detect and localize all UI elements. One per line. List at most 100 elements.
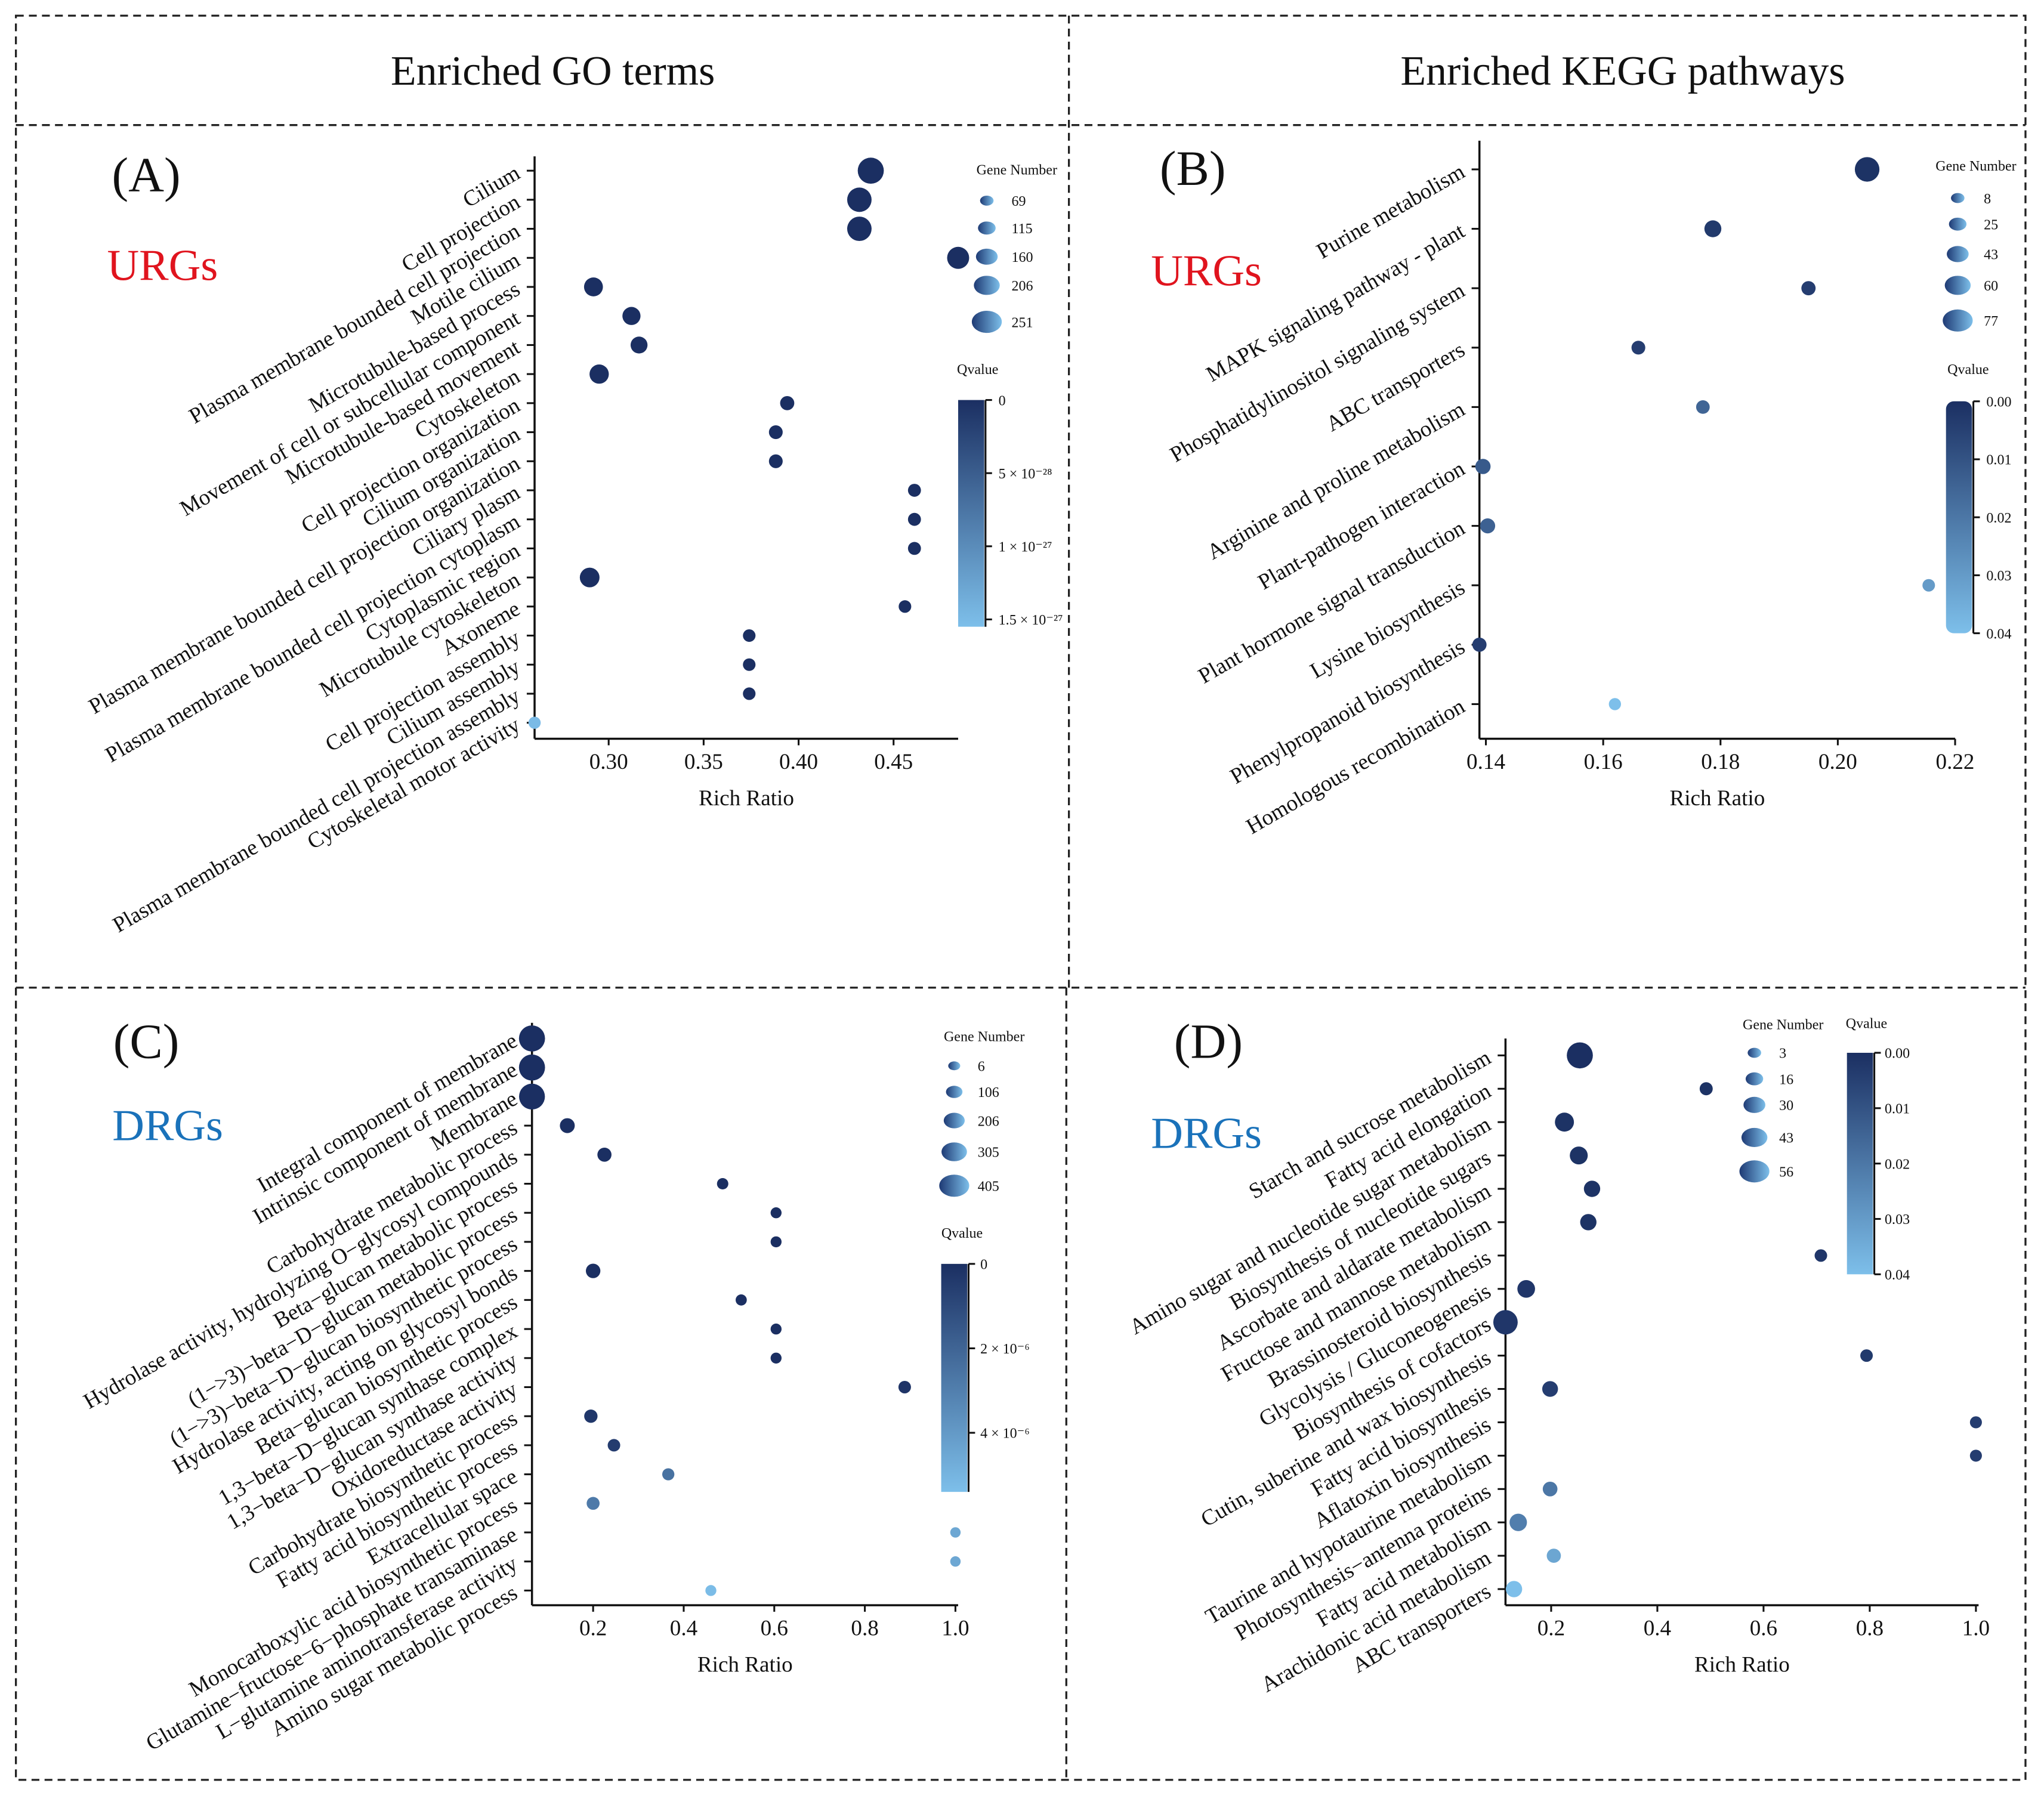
data-point [1704,220,1722,237]
size-legend-label: 43 [1984,248,1998,263]
gene-group-label: URGs [1151,246,1262,295]
kegg-column-title: Enriched KEGG pathways [1400,48,1845,94]
data-point [1480,518,1496,534]
data-point [717,1177,728,1190]
data-point [1555,1112,1574,1132]
data-point [907,484,921,497]
x-tick-label: 0.45 [874,750,913,774]
data-point [1814,1249,1827,1262]
size-legend-label: 56 [1779,1164,1793,1180]
x-axis-title: Rich Ratio [697,1653,793,1677]
data-point [1546,1548,1561,1563]
data-point [1699,1082,1713,1096]
size-legend-label: 77 [1984,314,1998,329]
data-point [518,1025,545,1052]
data-point [857,157,884,184]
x-tick-label: 0.16 [1584,750,1623,774]
data-point [586,1497,600,1510]
size-legend-circle [1951,193,1965,203]
size-legend-circle [1739,1160,1770,1183]
x-tick-label: 1.0 [941,1616,969,1640]
qvalue-colorbar [1946,401,1972,633]
data-point [1505,1581,1523,1597]
color-legend-title: Qvalue [1846,1016,1887,1031]
x-tick-label: 1.0 [1962,1616,1990,1640]
size-legend-circle [946,1086,963,1098]
x-axis-title: Rich Ratio [699,786,794,811]
data-point [1517,1279,1535,1298]
x-tick-label: 0.2 [1537,1616,1565,1640]
size-legend-label: 69 [1012,194,1026,209]
data-point [1475,459,1491,474]
size-legend-circle [980,196,994,206]
colorbar-tick-label: 2 × 10⁻⁶ [980,1342,1030,1357]
data-point [662,1468,675,1480]
gene-group-label: URGs [107,242,218,290]
data-point [770,1207,782,1219]
size-legend-label: 160 [1012,250,1033,265]
size-legend-label: 16 [1779,1072,1793,1087]
data-point [743,658,756,671]
size-legend-circle [1943,309,1973,332]
x-tick-label: 0.6 [1750,1616,1777,1640]
gene-group-label: DRGs [1151,1109,1262,1158]
x-axis-title: Rich Ratio [1669,786,1765,811]
x-tick-label: 0.18 [1701,750,1740,774]
size-legend-circle [1741,1127,1768,1148]
size-legend-label: 206 [1012,279,1033,294]
data-point [950,1527,961,1538]
colorbar-tick-label: 0 [980,1257,987,1273]
size-legend-circle [943,1112,965,1129]
size-legend-circle [1747,1047,1761,1058]
data-point [1567,1042,1593,1069]
colorbar-tick-label: 0.01 [1885,1102,1910,1117]
colorbar-tick-label: 4 × 10⁻⁶ [980,1426,1030,1442]
data-point [847,187,872,212]
data-point [518,1083,545,1110]
data-point [1493,1310,1518,1335]
qvalue-colorbar [1847,1052,1873,1275]
panel-label: (A) [112,147,180,202]
size-legend-label: 206 [978,1114,999,1129]
size-legend-title: Gene Number [944,1029,1024,1044]
x-axis-title: Rich Ratio [1694,1653,1790,1677]
data-point [770,1352,782,1364]
x-tick-label: 0.8 [851,1616,878,1640]
data-point [898,1380,911,1394]
x-tick-label: 0.8 [1856,1616,1884,1640]
size-legend-label: 106 [978,1085,999,1101]
data-point [1696,400,1710,414]
data-point [607,1439,620,1452]
color-legend-title: Qvalue [957,362,998,378]
data-point [770,1323,782,1335]
colorbar-tick-label: 0.03 [1986,568,2011,584]
data-point [585,1263,601,1278]
data-point [528,716,541,729]
colorbar-tick-label: 5 × 10⁻²⁸ [999,466,1052,482]
data-point [1801,281,1816,296]
color-legend-title: Qvalue [941,1226,983,1241]
size-legend-label: 115 [1012,221,1033,237]
data-point [1860,1349,1873,1362]
data-point [847,217,872,242]
colorbar-tick-label: 0.00 [1986,395,2011,410]
qvalue-colorbar [958,400,984,627]
size-legend-circle [971,310,1002,333]
size-legend-circle [974,276,1000,295]
data-point [583,277,603,296]
data-point [1570,1146,1588,1165]
data-point [950,1556,961,1567]
size-legend-circle [1949,217,1967,231]
size-legend-circle [975,248,998,265]
size-legend-label: 3 [1779,1046,1786,1062]
data-point [705,1585,717,1596]
data-point [907,512,921,526]
size-legend-label: 405 [978,1179,999,1195]
data-point [1509,1513,1527,1531]
data-point [622,307,641,325]
panel-borders [15,14,2027,1781]
x-tick-label: 0.4 [1644,1616,1671,1640]
data-point [1583,1180,1601,1197]
size-legend-title: Gene Number [1743,1018,1823,1033]
